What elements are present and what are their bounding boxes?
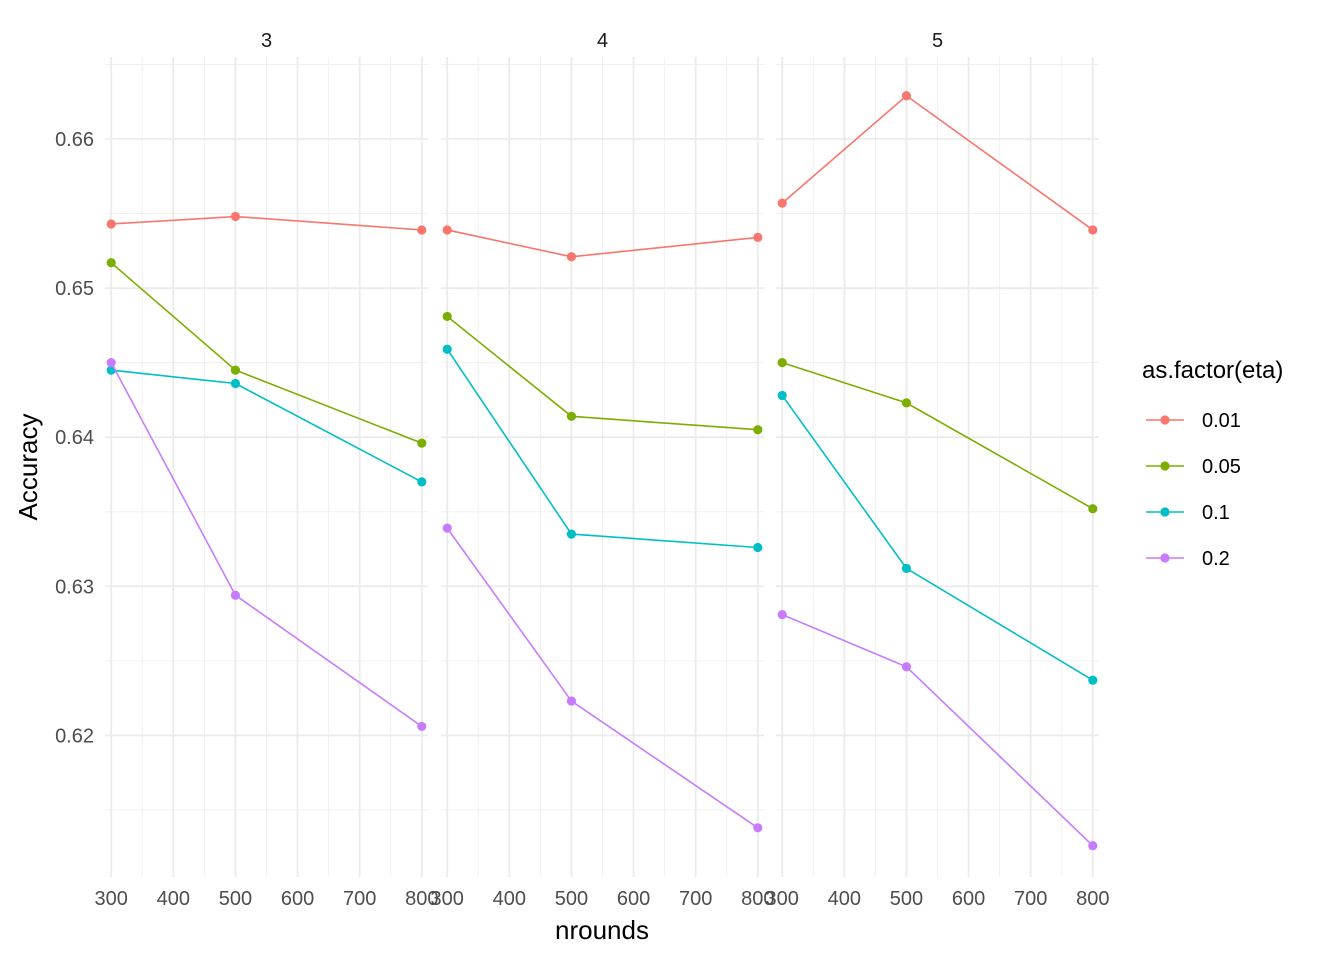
legend-item-0.2: 0.2 (1146, 548, 1230, 570)
facet-panel-4: 300 400 500 600 700 800 4 (431, 30, 775, 910)
data-point (106, 219, 116, 229)
data-point (1088, 504, 1098, 514)
legend-title: as.factor(eta) (1142, 357, 1283, 384)
x-tick-label: 500 (890, 888, 923, 910)
facet-panel-5: 300 400 500 600 700 800 5 (766, 30, 1110, 910)
data-point (230, 365, 241, 375)
legend-item-0.05: 0.05 (1146, 456, 1241, 478)
facet-panel-3: 300 400 500 600 700 800 3 (95, 30, 439, 910)
legend: as.factor(eta) 0.01 0.05 0.1 0.2 (1142, 357, 1283, 570)
data-point (901, 662, 912, 672)
legend-key-point (1160, 507, 1170, 517)
x-tick-label: 800 (405, 888, 438, 910)
legend-label: 0.2 (1202, 548, 1230, 570)
data-point (753, 823, 763, 833)
data-point (417, 225, 427, 235)
x-tick-label: 800 (1076, 888, 1109, 910)
data-point (442, 523, 452, 533)
facet-strip-label: 4 (597, 30, 608, 52)
legend-key-point (1160, 553, 1170, 563)
facet-strip-label: 3 (261, 30, 272, 52)
legend-key-point (1160, 461, 1170, 471)
data-point (1088, 675, 1098, 685)
data-point (442, 344, 452, 354)
x-tick-label: 700 (679, 888, 712, 910)
legend-key-point (1160, 415, 1170, 425)
data-point (1088, 225, 1098, 235)
y-tick-label: 0.65 (55, 278, 94, 300)
data-point (230, 211, 241, 222)
data-point (753, 425, 763, 435)
x-tick-label: 500 (555, 888, 588, 910)
x-tick-label: 700 (1014, 888, 1047, 910)
data-point (777, 610, 787, 620)
x-tick-label: 500 (219, 888, 252, 910)
x-axis-title: nrounds (555, 915, 649, 945)
data-point (777, 390, 787, 401)
data-point (777, 358, 787, 368)
legend-item-0.01: 0.01 (1146, 410, 1241, 432)
x-tick-label: 700 (343, 888, 376, 910)
x-tick-label: 400 (493, 888, 526, 910)
data-point (566, 696, 577, 706)
legend-label: 0.05 (1202, 456, 1241, 478)
x-tick-label: 600 (281, 888, 314, 910)
data-point (1088, 841, 1098, 851)
data-point (230, 590, 241, 600)
data-point (106, 258, 116, 268)
x-tick-label: 400 (157, 888, 190, 910)
data-point (442, 311, 452, 322)
data-point (753, 542, 763, 553)
data-point (777, 198, 787, 208)
legend-item-0.1: 0.1 (1146, 502, 1230, 524)
data-point (417, 721, 427, 732)
x-tick-label: 800 (741, 888, 774, 910)
y-tick-label: 0.66 (55, 129, 94, 151)
y-tick-label: 0.64 (55, 427, 94, 449)
data-point (417, 477, 427, 487)
legend-label: 0.01 (1202, 410, 1241, 432)
x-tick-label: 400 (828, 888, 861, 910)
y-axis: 0.62 0.63 0.64 0.65 0.66 (55, 129, 94, 747)
data-point (417, 438, 427, 448)
data-point (901, 563, 912, 573)
data-point (442, 225, 452, 235)
facet-strip-label: 5 (932, 30, 943, 52)
x-tick-label: 300 (95, 888, 128, 910)
x-tick-label: 300 (766, 888, 799, 910)
y-tick-label: 0.62 (55, 725, 94, 747)
data-point (566, 529, 577, 539)
x-tick-label: 600 (952, 888, 985, 910)
legend-label: 0.1 (1202, 502, 1230, 524)
y-axis-title: Accuracy (13, 414, 43, 521)
data-point (230, 378, 241, 389)
data-point (753, 232, 763, 242)
data-point (566, 411, 577, 421)
x-tick-label: 300 (431, 888, 464, 910)
data-point (566, 252, 577, 262)
data-point (106, 358, 116, 368)
data-point (901, 91, 912, 101)
data-point (901, 398, 912, 408)
y-tick-label: 0.63 (55, 576, 94, 598)
x-tick-label: 600 (617, 888, 650, 910)
